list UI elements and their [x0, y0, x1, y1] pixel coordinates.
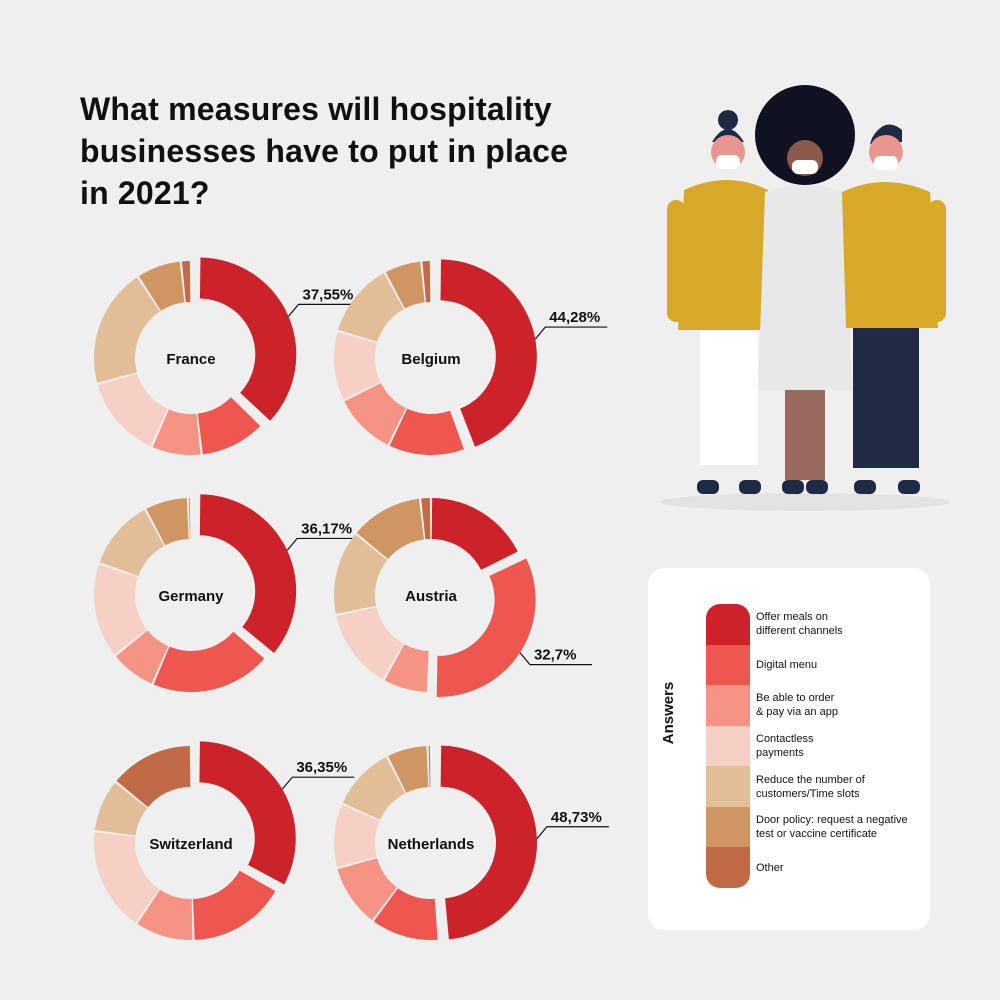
donut-slice	[97, 373, 168, 447]
arm	[667, 200, 685, 322]
legend-label: Reduce the number of customers/Time slot…	[756, 773, 865, 800]
callout-value: 48,73%	[551, 809, 602, 826]
legend-swatch	[706, 604, 750, 645]
legend-label: Door policy: request a negative test or …	[756, 814, 908, 841]
donut-slice	[440, 259, 537, 447]
donut-slice	[421, 498, 431, 540]
afro-hair	[755, 85, 855, 185]
arm	[928, 200, 946, 322]
donut-slice	[137, 889, 193, 941]
donut-slice	[199, 741, 296, 885]
donut-slice	[333, 534, 388, 614]
legend-title: Answers	[660, 681, 677, 745]
mask	[716, 155, 740, 169]
donut-slice	[94, 782, 148, 836]
shoe	[854, 480, 876, 494]
mask	[874, 156, 898, 170]
donut-slice	[334, 332, 381, 400]
callout-line	[286, 537, 360, 551]
donut-slice	[440, 745, 537, 940]
donut-label: France	[166, 351, 215, 368]
legend-color-bar	[706, 604, 750, 888]
donut-slice	[138, 261, 185, 311]
donut-label: Germany	[158, 588, 224, 605]
donut-slice	[388, 746, 429, 793]
pants	[700, 330, 758, 465]
legend-label: Be able to order & pay via an app	[756, 692, 838, 719]
callout-line	[534, 326, 608, 340]
legend-label: Offer meals on different channels	[756, 611, 843, 638]
donut-slice	[199, 257, 297, 421]
donut-slice	[94, 564, 147, 655]
donut-slice	[197, 397, 261, 455]
dress	[758, 185, 852, 390]
donut-charts: France 37,55% Belgium 44,28% Germany 36,17% Au…	[94, 257, 609, 941]
donut-slice	[422, 261, 431, 303]
donut-slice	[146, 498, 189, 546]
shoe	[739, 480, 761, 494]
donut-slice	[385, 261, 425, 309]
donut-slice	[342, 757, 406, 820]
legend-swatch	[706, 644, 750, 686]
shoe	[697, 480, 719, 494]
callout-line	[519, 652, 592, 666]
donut-slice	[436, 558, 536, 697]
donut-slice	[199, 494, 297, 653]
donut-slice	[384, 644, 429, 692]
donut-slice	[181, 261, 191, 303]
donut-slice	[431, 498, 518, 570]
donut-slice	[153, 631, 265, 692]
callout-line	[281, 776, 355, 790]
donut-slice	[337, 858, 397, 920]
callout-value: 44,28%	[549, 309, 600, 326]
legend-swatch	[706, 847, 750, 888]
legend-label: Digital menu	[756, 658, 818, 671]
ground-shadow	[660, 493, 950, 511]
donut-slice	[94, 832, 159, 923]
legend-swatch	[706, 806, 750, 848]
donut-slice	[338, 273, 404, 342]
donut-slice	[116, 746, 191, 808]
legend-swatch	[706, 725, 750, 767]
legend-label: Other	[756, 861, 784, 874]
donut-slice	[115, 630, 169, 684]
donut-slice	[428, 746, 431, 788]
donut-slice	[189, 498, 191, 540]
shoe	[782, 480, 804, 494]
callout-value: 36,35%	[296, 759, 347, 776]
donut-label: Belgium	[401, 351, 460, 368]
pants	[853, 328, 919, 468]
hoodie	[678, 180, 778, 330]
legend-label: Contactless payments	[756, 733, 814, 759]
callout-line	[288, 303, 361, 317]
donut-slice	[336, 607, 404, 680]
donut-slice	[373, 888, 438, 940]
donut-slice	[356, 498, 425, 560]
callout-value: 37,55%	[302, 286, 353, 303]
people-illustration	[660, 85, 950, 511]
legend-swatch	[706, 766, 750, 807]
donut-slice	[193, 870, 276, 940]
hoodie	[842, 182, 938, 328]
shoe	[806, 480, 828, 494]
donut-slice	[94, 277, 160, 383]
legend-card: Answers Offer meals on different channel…	[648, 568, 930, 930]
donut-label: Switzerland	[149, 836, 232, 853]
callout-line	[536, 826, 609, 840]
callout-value: 32,7%	[534, 647, 577, 664]
legend-swatch	[706, 685, 750, 726]
donut-slice	[344, 383, 406, 445]
hair-bun	[718, 110, 738, 130]
donut-slice	[334, 804, 380, 867]
mask	[792, 160, 818, 174]
legs	[785, 390, 825, 480]
donut-slice	[389, 408, 464, 455]
chart-title: What measures will hospitality businesse…	[80, 91, 569, 211]
donut-label: Austria	[405, 588, 457, 605]
callout-value: 36,17%	[301, 520, 352, 537]
shoe	[898, 480, 920, 494]
donut-label: Netherlands	[388, 836, 475, 853]
donut-slice	[99, 509, 165, 577]
donut-slice	[152, 409, 201, 455]
